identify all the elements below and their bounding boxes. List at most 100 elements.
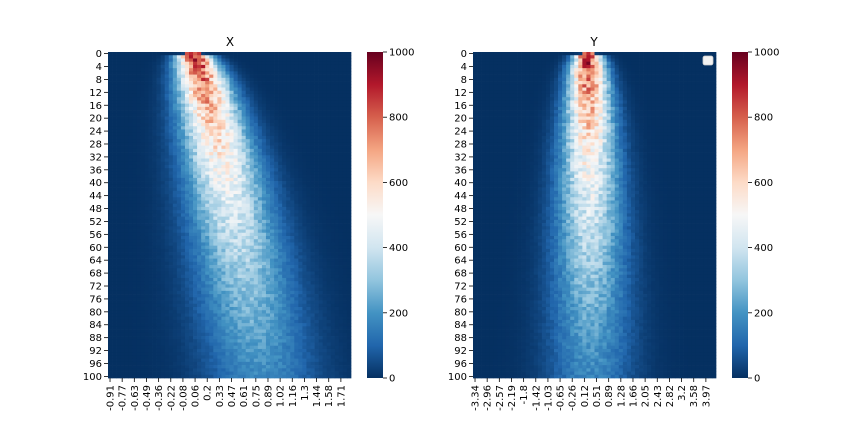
- heatmap-cell: [306, 84, 311, 88]
- heatmap-cell: [148, 319, 153, 324]
- heatmap-cell: [322, 203, 328, 208]
- heatmap-cell: [241, 77, 247, 82]
- heatmap-cell: [249, 81, 255, 85]
- heatmap-cell: [128, 235, 133, 240]
- heatmap-cell: [120, 319, 125, 324]
- heatmap-cell: [124, 223, 129, 227]
- heatmap-cell: [306, 297, 311, 301]
- heatmap-cell: [217, 297, 222, 301]
- heatmap-cell: [140, 232, 145, 237]
- heatmap-cell: [270, 210, 275, 214]
- heatmap-cell: [168, 287, 174, 292]
- heatmap-cell: [241, 313, 247, 318]
- heatmap-cell: [253, 129, 259, 134]
- heatmap-cell: [156, 319, 161, 324]
- heatmap-cell: [116, 123, 121, 127]
- heatmap-cell: [172, 71, 178, 75]
- heatmap-cell: [217, 132, 222, 137]
- heatmap-cell: [124, 68, 129, 72]
- heatmap-cell: [172, 261, 178, 266]
- heatmap-cell: [233, 81, 238, 85]
- heatmap-cell: [209, 252, 214, 256]
- heatmap-cell: [164, 110, 170, 114]
- heatmap-cell: [322, 84, 328, 88]
- heatmap-cell: [132, 319, 137, 324]
- heatmap-cell: [124, 52, 129, 56]
- heatmap-cell: [298, 161, 303, 166]
- heatmap-cell: [261, 206, 267, 211]
- heatmap-cell: [249, 97, 255, 101]
- heatmap-cell: [124, 164, 129, 169]
- heatmap-cell: [261, 97, 267, 101]
- heatmap-cell: [310, 316, 315, 321]
- heatmap-cell: [148, 197, 153, 201]
- heatmap-cell: [124, 58, 129, 63]
- heatmap-cell: [306, 229, 311, 234]
- heatmap-cell: [278, 242, 283, 247]
- heatmap-cell: [184, 184, 190, 188]
- heatmap-cell: [298, 164, 303, 169]
- heatmap-cell: [334, 161, 340, 166]
- heatmap-cell: [176, 274, 182, 279]
- heatmap-cell: [197, 258, 202, 263]
- heatmap-cell: [338, 61, 344, 66]
- heatmap-cell: [306, 129, 311, 134]
- heatmap-cell: [282, 90, 287, 95]
- heatmap-cell: [189, 135, 194, 140]
- heatmap-cell: [326, 203, 332, 208]
- heatmap-cell: [172, 274, 178, 279]
- heatmap-cell: [322, 103, 328, 108]
- heatmap-cell: [160, 123, 166, 127]
- heatmap-cell: [205, 113, 210, 117]
- heatmap-cell: [298, 58, 303, 63]
- heatmap-cell: [338, 300, 344, 305]
- heatmap-cell: [306, 181, 311, 185]
- heatmap-cell: [197, 84, 202, 88]
- heatmap-cell: [217, 197, 222, 201]
- heatmap-cell: [334, 129, 340, 134]
- heatmap-cell: [314, 123, 319, 127]
- heatmap-cell: [176, 84, 182, 88]
- heatmap-cell: [176, 177, 182, 182]
- heatmap-cell: [265, 126, 271, 130]
- heatmap-cell: [334, 55, 340, 59]
- heatmap-cell: [274, 84, 279, 88]
- heatmap-cell: [112, 126, 117, 130]
- heatmap-cell: [144, 258, 149, 263]
- heatmap-cell: [306, 197, 311, 201]
- heatmap-cell: [286, 303, 291, 308]
- heatmap-cell: [221, 271, 226, 276]
- heatmap-cell: [116, 142, 121, 146]
- heatmap-cell: [294, 248, 299, 253]
- heatmap-cell: [184, 248, 190, 253]
- heatmap-cell: [221, 142, 226, 146]
- heatmap-cell: [253, 258, 259, 263]
- heatmap-cell: [136, 290, 141, 295]
- heatmap-cell: [197, 161, 202, 166]
- heatmap-cell: [302, 277, 307, 282]
- heatmap-cell: [172, 126, 178, 130]
- heatmap-cell: [116, 129, 121, 134]
- heatmap-cell: [237, 274, 242, 279]
- heatmap-cell: [124, 132, 129, 137]
- heatmap-cell: [274, 174, 279, 179]
- heatmap-cell: [136, 294, 141, 298]
- heatmap-cell: [213, 239, 218, 243]
- heatmap-cell: [286, 316, 291, 321]
- heatmap-cell: [338, 148, 344, 153]
- heatmap-cell: [245, 87, 251, 92]
- heatmap-cell: [225, 316, 230, 321]
- heatmap-cell: [120, 139, 125, 143]
- heatmap-cell: [346, 226, 352, 230]
- heatmap-cell: [221, 258, 226, 263]
- heatmap-cell: [233, 84, 238, 88]
- heatmap-cell: [245, 93, 251, 98]
- heatmap-cell: [124, 93, 129, 98]
- heatmap-cell: [193, 194, 198, 198]
- heatmap-cell: [225, 158, 230, 163]
- heatmap-cell: [330, 303, 336, 308]
- heatmap-cell: [322, 316, 328, 321]
- heatmap-cell: [257, 268, 263, 272]
- heatmap-cell: [265, 274, 271, 279]
- heatmap-cell: [306, 258, 311, 263]
